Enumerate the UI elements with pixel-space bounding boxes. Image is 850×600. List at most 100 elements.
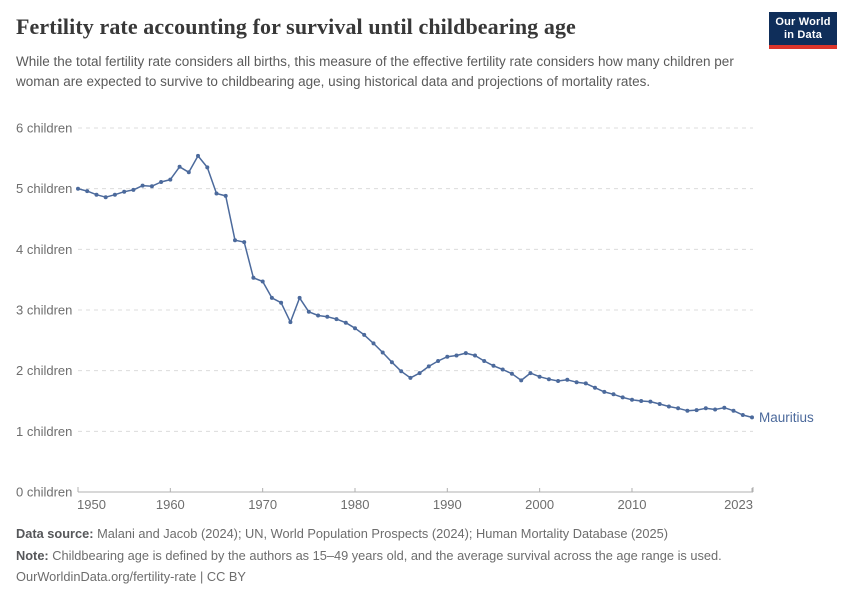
data-point[interactable] <box>325 314 330 319</box>
data-point[interactable] <box>657 402 662 406</box>
data-point[interactable] <box>306 309 311 314</box>
page-title: Fertility rate accounting for survival u… <box>16 14 576 39</box>
data-point[interactable] <box>565 377 570 382</box>
license-line[interactable]: OurWorldinData.org/fertility-rate | CC B… <box>16 569 246 584</box>
data-point[interactable] <box>546 377 551 382</box>
data-point[interactable] <box>593 385 597 390</box>
data-point[interactable] <box>473 353 477 358</box>
y-tick-label: 2 children <box>16 363 72 378</box>
data-point[interactable] <box>740 413 745 417</box>
data-point[interactable] <box>426 364 431 369</box>
data-point[interactable] <box>288 320 293 325</box>
owid-logo-line1: Our World <box>775 15 831 28</box>
data-point[interactable] <box>620 395 625 400</box>
chart-subtitle: While the total fertility rate considers… <box>16 54 734 89</box>
data-point[interactable] <box>630 397 634 402</box>
data-point[interactable] <box>214 191 219 196</box>
data-point[interactable] <box>112 192 117 197</box>
data-point[interactable] <box>186 170 191 175</box>
data-point[interactable] <box>509 371 514 376</box>
data-point[interactable] <box>260 279 265 284</box>
data-point[interactable] <box>85 189 90 194</box>
x-tick-label: 1960 <box>156 497 185 512</box>
data-point[interactable] <box>417 371 422 376</box>
data-point[interactable] <box>353 326 357 331</box>
x-tick-label: 2000 <box>525 497 554 512</box>
x-tick-label: 1970 <box>248 497 277 512</box>
x-tick-label: 2023 <box>724 497 753 512</box>
data-point[interactable] <box>713 407 718 412</box>
data-point[interactable] <box>694 408 699 413</box>
data-point[interactable] <box>297 295 302 300</box>
data-point[interactable] <box>482 359 487 363</box>
y-tick-label: 0 children <box>16 485 72 500</box>
data-point[interactable] <box>76 186 80 191</box>
data-point[interactable] <box>436 359 441 363</box>
x-tick-label: 2010 <box>618 497 647 512</box>
data-point[interactable] <box>159 180 164 184</box>
data-point[interactable] <box>685 408 690 413</box>
y-tick-label: 5 children <box>16 181 72 196</box>
data-point[interactable] <box>445 354 450 359</box>
data-point[interactable] <box>666 404 671 409</box>
data-point[interactable] <box>196 153 200 158</box>
data-point[interactable] <box>676 406 681 411</box>
data-point[interactable] <box>602 389 607 394</box>
data-point[interactable] <box>408 375 413 380</box>
data-point[interactable] <box>242 240 247 245</box>
series-line-mauritius[interactable] <box>77 155 753 419</box>
data-point[interactable] <box>639 399 644 403</box>
data-point[interactable] <box>731 408 736 413</box>
data-point[interactable] <box>537 374 542 379</box>
data-point[interactable] <box>316 313 321 318</box>
data-point[interactable] <box>205 165 210 170</box>
data-point[interactable] <box>233 238 237 243</box>
owid-logo[interactable]: Our World in Data <box>769 12 837 49</box>
data-point[interactable] <box>177 164 182 169</box>
y-tick-label: 1 children <box>16 424 72 439</box>
data-point[interactable] <box>703 406 708 411</box>
data-point[interactable] <box>528 371 533 376</box>
data-point[interactable] <box>611 392 616 397</box>
data-point[interactable] <box>722 405 727 410</box>
x-tick-label: 1980 <box>341 497 370 512</box>
data-point[interactable] <box>556 379 561 383</box>
data-point[interactable] <box>399 369 404 374</box>
y-tick-label: 6 children <box>16 121 72 136</box>
x-tick-label: 1990 <box>433 497 462 512</box>
data-point[interactable] <box>362 332 367 337</box>
data-point[interactable] <box>334 317 339 322</box>
data-point[interactable] <box>279 300 284 305</box>
data-point[interactable] <box>583 381 588 386</box>
data-point[interactable] <box>103 195 108 200</box>
y-tick-label: 3 children <box>16 303 72 318</box>
data-point[interactable] <box>500 367 505 372</box>
x-tick-label: 1950 <box>77 497 106 512</box>
data-point[interactable] <box>463 351 468 356</box>
data-point[interactable] <box>648 399 653 404</box>
chart-footer: Data source: Malani and Jacob (2024); UN… <box>16 527 826 592</box>
data-point[interactable] <box>519 378 524 383</box>
data-point[interactable] <box>168 177 173 182</box>
data-point[interactable] <box>454 353 459 358</box>
data-point[interactable] <box>149 184 154 189</box>
data-point[interactable] <box>140 183 145 188</box>
data-point[interactable] <box>223 193 228 198</box>
data-point[interactable] <box>491 363 496 368</box>
data-point[interactable] <box>389 360 394 365</box>
data-point[interactable] <box>574 380 579 385</box>
data-point[interactable] <box>750 415 754 420</box>
data-point[interactable] <box>380 350 385 355</box>
series-label[interactable]: Mauritius <box>759 410 814 425</box>
data-point[interactable] <box>122 189 127 194</box>
data-point[interactable] <box>94 192 99 197</box>
data-point[interactable] <box>131 187 136 192</box>
data-point[interactable] <box>251 275 256 280</box>
data-point[interactable] <box>371 341 376 346</box>
data-source-label: Data source: <box>16 526 94 541</box>
data-point[interactable] <box>343 320 348 325</box>
note-text: Childbearing age is defined by the autho… <box>52 547 722 563</box>
data-point[interactable] <box>269 295 274 300</box>
